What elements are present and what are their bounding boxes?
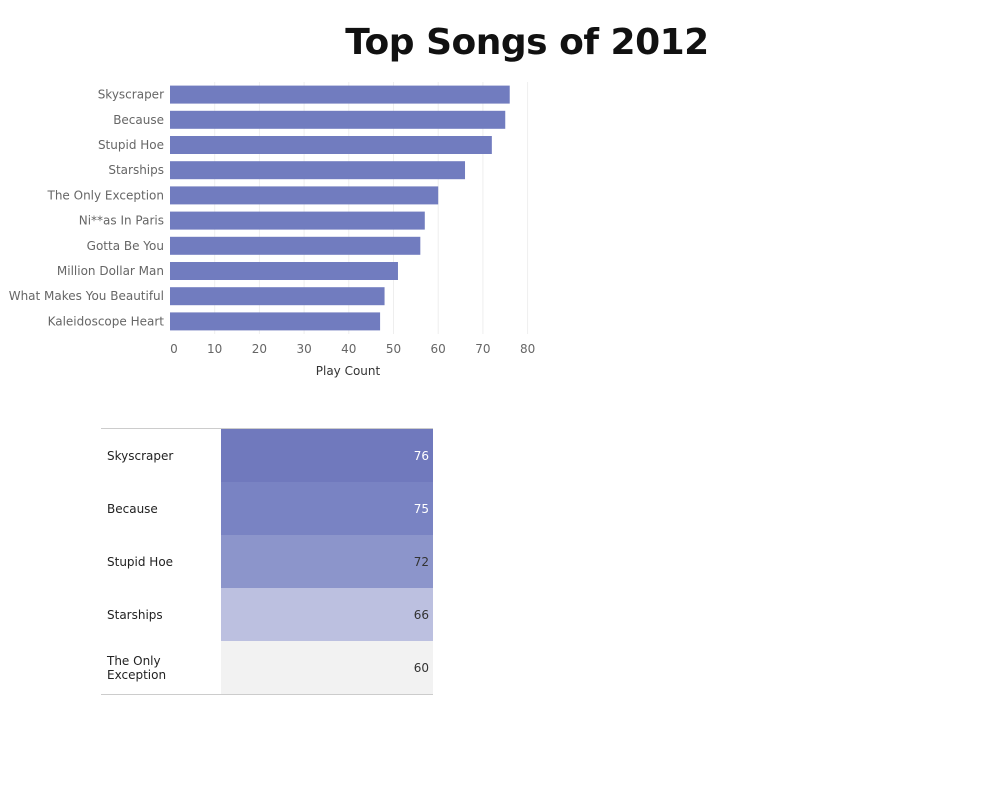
table-row: The Only Exception 60 (101, 641, 433, 694)
table-row: Starships 66 (101, 588, 433, 641)
category-label: Starships (108, 163, 164, 177)
category-label: Million Dollar Man (57, 264, 164, 278)
table-row: Skyscraper 76 (101, 429, 433, 482)
value-cell: 76 (221, 429, 433, 482)
bar[interactable] (170, 136, 492, 154)
value-cell: 60 (221, 641, 433, 694)
x-tick-label: 30 (296, 342, 311, 356)
category-label: Ni**as In Paris (79, 214, 164, 228)
bar[interactable] (170, 211, 425, 230)
x-tick-label: 20 (252, 342, 267, 356)
category-label: Kaleidoscope Heart (48, 314, 165, 328)
bar[interactable] (170, 110, 506, 129)
category-label: The Only Exception (47, 188, 165, 202)
bars (170, 85, 510, 331)
x-tick-label: 10 (207, 342, 222, 356)
bar[interactable] (170, 236, 421, 255)
category-label: Stupid Hoe (98, 138, 164, 152)
value-cell: 72 (221, 535, 433, 588)
category-label: Gotta Be You (87, 239, 164, 253)
category-label: Skyscraper (98, 88, 164, 102)
bar[interactable] (170, 312, 381, 331)
x-tick-label: 40 (341, 342, 356, 356)
row-label: Skyscraper (107, 448, 174, 463)
row-label: Because (107, 501, 158, 516)
row-label: The Only Exception (107, 653, 167, 682)
x-tick-label: 0 (170, 342, 178, 356)
x-tick-label: 70 (475, 342, 490, 356)
x-axis-title: Play Count (316, 364, 381, 378)
category-label: Because (113, 113, 164, 127)
value-cell: 66 (221, 588, 433, 641)
bar[interactable] (170, 262, 398, 280)
x-tick-label: 80 (520, 342, 535, 356)
x-tick-label: 60 (431, 342, 446, 356)
x-axis-ticks: 0 10 20 30 40 50 60 70 80 (170, 342, 535, 356)
bar[interactable] (170, 186, 439, 205)
bar-chart: Skyscraper Because Stupid Hoe Starships The … (9, 82, 535, 378)
table-row: Because 75 (101, 482, 433, 535)
highlight-table: Skyscraper 76 Because 75 Stupid Hoe 72 Starshi… (101, 428, 433, 695)
bar[interactable] (170, 161, 466, 180)
chart-title: Top Songs of 2012 (345, 22, 709, 63)
bar[interactable] (170, 85, 510, 104)
x-tick-label: 50 (386, 342, 401, 356)
value-cell: 75 (221, 482, 433, 535)
row-label: Stupid Hoe (107, 554, 174, 569)
category-label: What Makes You Beautiful (9, 289, 164, 303)
table-row: Stupid Hoe 72 (101, 535, 433, 588)
bar[interactable] (170, 287, 385, 306)
category-labels: Skyscraper Because Stupid Hoe Starships The … (9, 88, 165, 329)
row-label: Starships (107, 607, 163, 622)
